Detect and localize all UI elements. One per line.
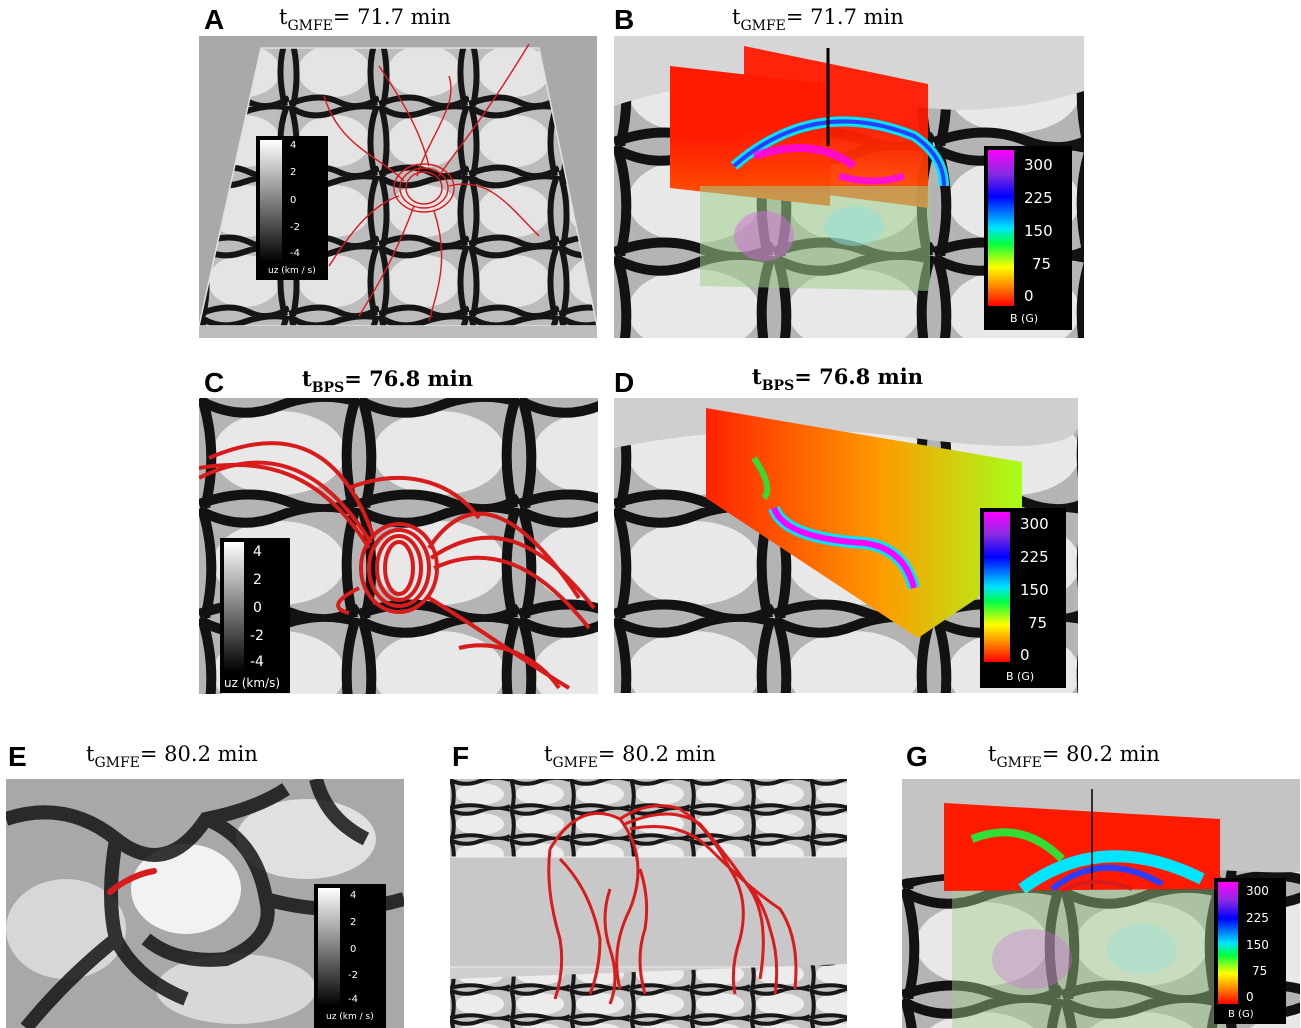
colorbar-d-tick: 300 [1020, 515, 1049, 533]
colorbar-e-tick: 4 [350, 890, 357, 901]
colorbar-a-tick: 0 [290, 195, 297, 206]
colorbar-b-tick: 150 [1024, 222, 1053, 240]
panel-title-b: tGMFE= 71.7 min [732, 5, 904, 34]
panel-label-d: D [614, 367, 635, 398]
colorbar-d: 300 225 150 75 0 B (G) [980, 508, 1066, 688]
panel-label-f: F [452, 741, 470, 772]
panel-label-a: A [204, 4, 225, 35]
panel-title-g: tGMFE= 80.2 min [988, 742, 1160, 771]
colorbar-a-tick: 4 [290, 140, 297, 151]
panel-title-f: tGMFE= 80.2 min [544, 742, 716, 771]
panel-title-e: tGMFE= 80.2 min [86, 742, 258, 771]
colorbar-e-tick: -4 [348, 994, 358, 1005]
colorbar-g-tick: 150 [1246, 938, 1269, 952]
colorbar-d-tick: 225 [1020, 548, 1049, 566]
panel-label-b: B [614, 4, 635, 35]
colorbar-b-tick: 75 [1032, 255, 1052, 273]
field-lines-e [107, 868, 157, 895]
colorbar-d-tick: 0 [1020, 646, 1030, 664]
panel-title-c: tBPS= 76.8 min [302, 366, 474, 396]
panel-label-e: E [8, 741, 27, 772]
colorbar-a-tick: -2 [290, 222, 300, 233]
panel-label-g: G [906, 741, 928, 772]
field-lines-g [1061, 879, 1133, 893]
colorbar-g-tick: 75 [1252, 964, 1268, 978]
colorbar-c-tick: 4 [253, 544, 262, 560]
panel-title-a: tGMFE= 71.7 min [279, 5, 451, 34]
colorbar-g: 300 225 150 75 0 B (G) [1214, 878, 1286, 1024]
field-lines-c [199, 441, 596, 690]
colorbar-a-tick: -4 [290, 248, 300, 259]
colorbar-g-tick: 225 [1246, 911, 1269, 925]
colorbar-c-tick: -4 [250, 654, 264, 670]
colorbar-d-label: B (G) [1006, 670, 1035, 683]
colorbar-c-tick: 0 [253, 600, 262, 616]
colorbar-g-label: B (G) [1228, 1009, 1254, 1020]
colorbar-c-label: uz (km/s) [224, 676, 281, 690]
colorbar-e: 4 2 0 -2 -4 uz (km / s) [314, 884, 386, 1028]
colorbar-a-label: uz (km / s) [268, 266, 316, 276]
panel-title-d: tBPS= 76.8 min [752, 364, 924, 394]
colorbar-e-tick: -2 [348, 970, 358, 981]
panel-d-image [614, 398, 1078, 693]
colorbar-c: 4 2 0 -2 -4 uz (km/s) [220, 538, 290, 693]
field-lines-f [547, 804, 798, 1005]
colorbar-b-label: B (G) [1010, 312, 1039, 325]
colorbar-e-tick: 2 [350, 917, 357, 928]
colorbar-d-tick: 150 [1020, 581, 1049, 599]
colorbar-b: 300 225 150 75 0 B (G) [984, 146, 1072, 330]
colorbar-b-tick: 300 [1024, 156, 1053, 174]
colorbar-e-tick: 0 [350, 944, 357, 955]
colorbar-d-tick: 75 [1028, 614, 1048, 632]
colorbar-e-label: uz (km / s) [326, 1012, 374, 1022]
colorbar-a-tick: 2 [290, 167, 297, 178]
colorbar-g-tick: 300 [1246, 884, 1269, 898]
colorbar-c-tick: 2 [253, 572, 262, 588]
panel-f-image [450, 779, 847, 1028]
colorbar-a: 4 2 0 -2 -4 uz (km / s) [256, 136, 328, 280]
colorbar-c-tick: -2 [250, 628, 264, 644]
field-lines-a [323, 43, 540, 322]
colorbar-b-tick: 225 [1024, 189, 1053, 207]
panel-label-c: C [204, 367, 225, 398]
colorbar-g-tick: 0 [1246, 990, 1254, 1004]
colorbar-b-tick: 0 [1024, 287, 1034, 305]
